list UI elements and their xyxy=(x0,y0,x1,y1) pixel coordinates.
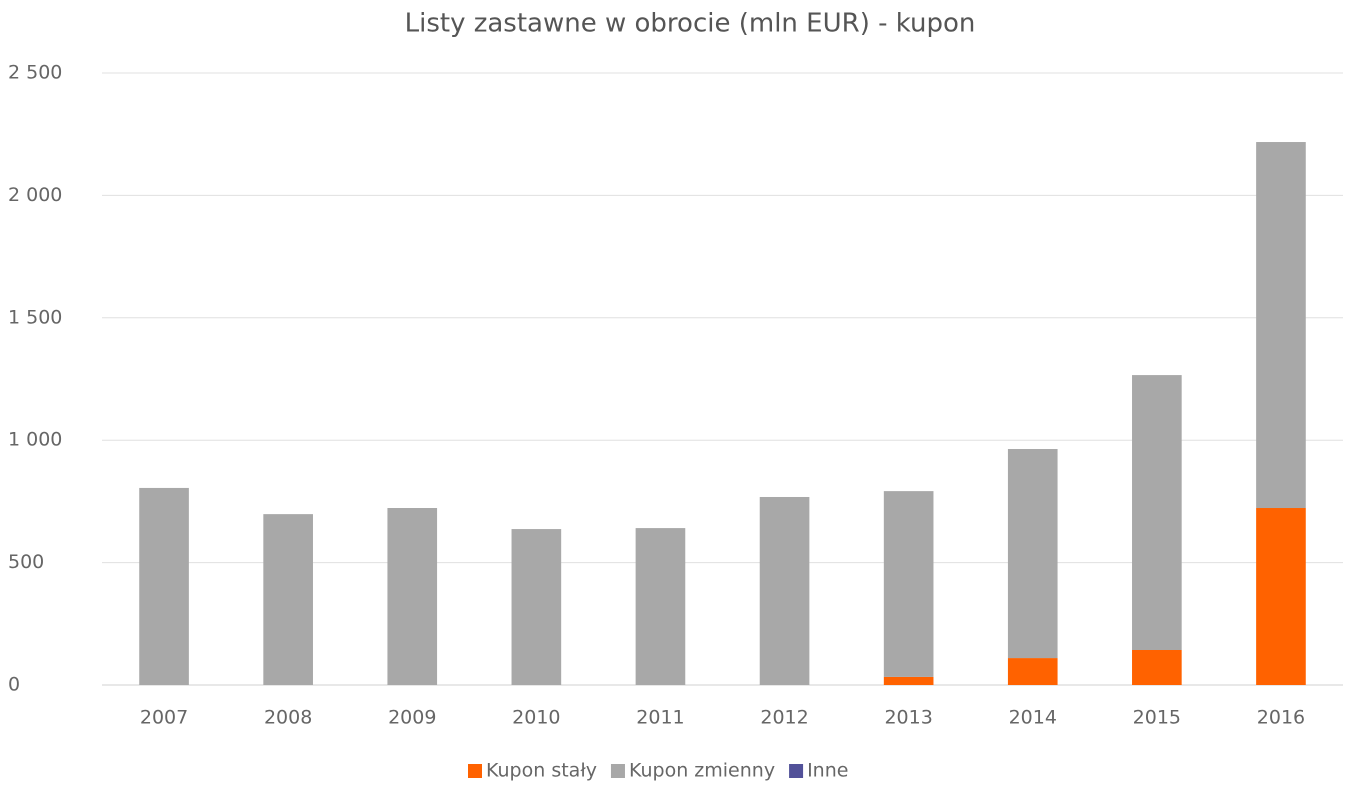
x-tick-label: 2016 xyxy=(1257,707,1305,729)
y-tick-label: 2 500 xyxy=(8,62,62,84)
y-tick-label: 1 500 xyxy=(8,306,62,328)
bar-segment xyxy=(1132,649,1182,685)
bar-segment xyxy=(883,676,934,685)
bar-segment xyxy=(1256,508,1306,685)
bar-segment xyxy=(883,491,934,677)
bar-segment xyxy=(263,514,313,685)
x-tick-label: 2013 xyxy=(884,707,932,729)
y-tick-label: 2 000 xyxy=(8,184,62,206)
legend-label: Inne xyxy=(807,760,848,782)
legend-swatch xyxy=(789,764,804,778)
x-tick-label: 2012 xyxy=(760,707,808,729)
x-tick-label: 2014 xyxy=(1009,707,1057,729)
legend-label: Kupon stały xyxy=(486,760,597,782)
x-tick-label: 2015 xyxy=(1133,707,1181,729)
x-tick-label: 2008 xyxy=(264,707,312,729)
legend-label: Kupon zmienny xyxy=(629,760,775,782)
legend-swatch xyxy=(468,764,482,778)
bar-segment xyxy=(1007,449,1058,659)
bar-segment xyxy=(387,508,438,685)
x-tick-label: 2010 xyxy=(512,707,560,729)
x-tick-label: 2011 xyxy=(636,707,684,729)
bar-segment xyxy=(139,487,189,685)
y-tick-label: 500 xyxy=(8,551,44,573)
y-tick-label: 1 000 xyxy=(8,429,62,451)
legend-swatch xyxy=(610,764,625,778)
bar-segment xyxy=(511,529,562,685)
bar-segment xyxy=(1007,658,1058,685)
y-tick-label: 0 xyxy=(8,674,20,696)
x-tick-label: 2007 xyxy=(140,707,188,729)
bar-segment xyxy=(759,496,810,685)
x-tick-label: 2009 xyxy=(388,707,436,729)
chart-title: Listy zastawne w obrocie (mln EUR) - kup… xyxy=(405,9,976,39)
bar-segment xyxy=(1256,142,1306,509)
bar-segment xyxy=(635,528,686,685)
bar-segment xyxy=(1132,375,1182,650)
